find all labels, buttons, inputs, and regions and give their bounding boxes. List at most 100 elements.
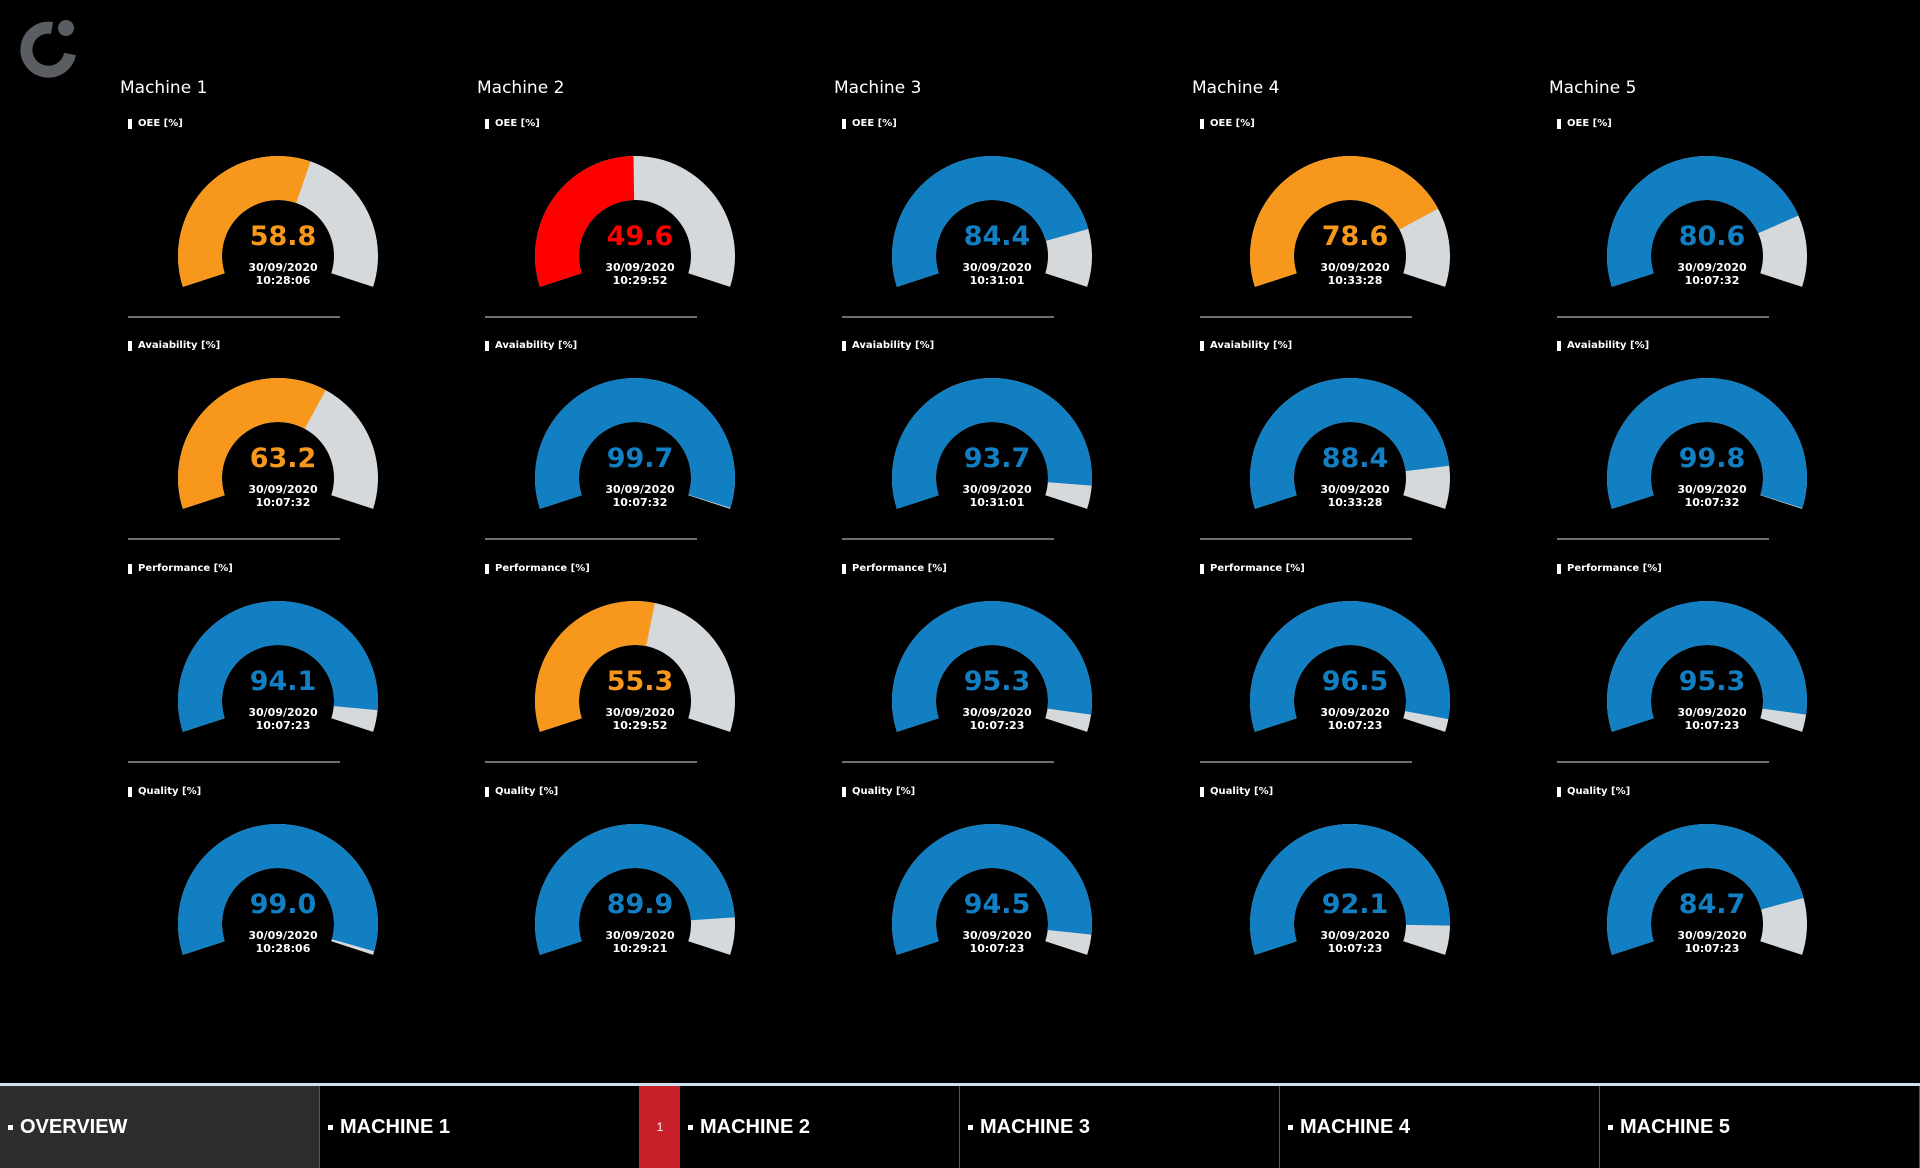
bullet-icon <box>1608 1124 1613 1130</box>
label-marker-icon <box>1200 118 1204 129</box>
kpi-gauge[interactable]: OEE [%] 84.4 30/09/2020 10:31:01 <box>842 118 1142 340</box>
label-marker-icon <box>485 340 489 351</box>
kpi-gauge[interactable]: Performance [%] 96.5 30/09/2020 10:07:23 <box>1200 563 1500 785</box>
kpi-gauge[interactable]: Avaiability [%] 63.2 30/09/2020 10:07:32 <box>128 340 428 562</box>
company-logo-icon <box>20 20 76 78</box>
kpi-gauge[interactable]: Avaiability [%] 99.8 30/09/2020 10:07:32 <box>1557 340 1857 562</box>
gauge-divider <box>128 538 340 540</box>
gauge-value: 49.6 <box>606 221 674 252</box>
alert-count-badge[interactable]: 1 <box>640 1086 680 1168</box>
kpi-gauge[interactable]: OEE [%] 58.8 30/09/2020 10:28:06 <box>128 118 428 340</box>
gauge-chart <box>178 156 378 287</box>
gauge-label: OEE [%] <box>485 118 540 129</box>
gauge-value-arc <box>1250 155 1439 287</box>
nav-tab-overview[interactable]: OVERVIEW <box>0 1086 320 1168</box>
gauge-divider <box>842 761 1054 763</box>
kpi-gauge[interactable]: Avaiability [%] 88.4 30/09/2020 10:33:28 <box>1200 340 1500 562</box>
gauge-value-arc <box>892 601 1092 732</box>
label-marker-icon <box>128 340 132 351</box>
gauge-chart <box>178 824 378 955</box>
bullet-icon <box>968 1124 973 1130</box>
gauge-label-text: Quality [%] <box>138 786 202 797</box>
gauge-value: 99.7 <box>606 443 674 474</box>
gauge-divider <box>1200 316 1412 318</box>
nav-tab-machine-1[interactable]: MACHINE 1 <box>320 1086 640 1168</box>
kpi-gauge[interactable]: Avaiability [%] 93.7 30/09/2020 10:31:01 <box>842 340 1142 562</box>
kpi-gauge[interactable]: Performance [%] 55.3 30/09/2020 10:29:52 <box>485 563 785 785</box>
kpi-gauge[interactable]: OEE [%] 80.6 30/09/2020 10:07:32 <box>1557 118 1857 340</box>
gauge-label-text: OEE [%] <box>495 118 540 129</box>
kpi-gauge[interactable]: Performance [%] 94.1 30/09/2020 10:07:23 <box>128 563 428 785</box>
nav-tab-machine-4[interactable]: MACHINE 4 <box>1280 1086 1600 1168</box>
gauge-date: 30/09/2020 <box>962 261 1032 274</box>
nav-tab-machine-2[interactable]: MACHINE 2 1 <box>640 1086 960 1168</box>
kpi-gauge[interactable]: Performance [%] 95.3 30/09/2020 10:07:23 <box>1557 563 1857 785</box>
gauge-time: 10:31:01 <box>969 496 1025 509</box>
gauge-label-text: Quality [%] <box>852 786 916 797</box>
kpi-gauge[interactable]: Quality [%] 99.0 30/09/2020 10:28:06 <box>128 786 428 1008</box>
gauge-time: 10:31:01 <box>969 274 1025 287</box>
kpi-gauge[interactable]: Quality [%] 94.5 30/09/2020 10:07:23 <box>842 786 1142 1008</box>
gauge-divider <box>1557 316 1769 318</box>
label-marker-icon <box>842 563 846 574</box>
gauge-value-arc <box>1250 377 1450 509</box>
gauge-chart <box>1250 824 1450 955</box>
gauge-chart <box>1607 155 1807 287</box>
gauge-chart <box>535 823 735 955</box>
gauge-value: 94.5 <box>963 889 1031 920</box>
gauge-divider <box>842 316 1054 318</box>
gauge-divider <box>1557 761 1769 763</box>
machine-title: Machine 3 <box>834 78 922 98</box>
gauge-time: 10:07:32 <box>1684 496 1740 509</box>
nav-tab-machine-5[interactable]: MACHINE 5 <box>1600 1086 1920 1168</box>
gauge-label: Avaiability [%] <box>485 340 577 351</box>
gauge-label-text: Performance [%] <box>138 563 233 574</box>
gauge-date: 30/09/2020 <box>1677 706 1747 719</box>
kpi-gauge[interactable]: Performance [%] 95.3 30/09/2020 10:07:23 <box>842 563 1142 785</box>
gauge-value-arc <box>1607 823 1804 955</box>
nav-tab-label: MACHINE 1 <box>340 1115 451 1138</box>
label-marker-icon <box>842 340 846 351</box>
machine-title: Machine 5 <box>1549 78 1637 98</box>
machine-title: Machine 1 <box>120 78 208 98</box>
gauge-time: 10:07:32 <box>612 496 668 509</box>
gauge-date: 30/09/2020 <box>1677 929 1747 942</box>
kpi-gauge[interactable]: Avaiability [%] 99.7 30/09/2020 10:07:32 <box>485 340 785 562</box>
gauge-value: 63.2 <box>249 443 317 474</box>
gauge-value: 95.3 <box>963 666 1031 697</box>
gauge-value-arc <box>892 824 1092 955</box>
bullet-icon <box>8 1124 13 1130</box>
gauge-value: 78.6 <box>1321 221 1389 252</box>
kpi-gauge[interactable]: Quality [%] 84.7 30/09/2020 10:07:23 <box>1557 786 1857 1008</box>
gauge-label-text: Quality [%] <box>1567 786 1631 797</box>
label-marker-icon <box>128 786 132 797</box>
gauge-label-text: Avaiability [%] <box>1210 340 1293 351</box>
gauge-time: 10:28:06 <box>255 274 311 287</box>
nav-tab-label: OVERVIEW <box>20 1115 128 1138</box>
gauge-chart <box>535 601 735 732</box>
gauge-label: Quality [%] <box>128 786 201 797</box>
gauge-label-text: Performance [%] <box>852 563 947 574</box>
gauge-date: 30/09/2020 <box>962 483 1032 496</box>
gauge-chart <box>1250 377 1450 509</box>
kpi-gauge[interactable]: OEE [%] 49.6 30/09/2020 10:29:52 <box>485 118 785 340</box>
gauge-label-text: Performance [%] <box>495 563 590 574</box>
gauge-chart <box>1607 601 1807 732</box>
gauge-date: 30/09/2020 <box>248 483 318 496</box>
kpi-gauge[interactable]: OEE [%] 78.6 30/09/2020 10:33:28 <box>1200 118 1500 340</box>
gauge-divider <box>128 316 340 318</box>
gauge-value: 96.5 <box>1321 666 1389 697</box>
gauge-value-arc <box>1607 601 1807 732</box>
gauge-label: Avaiability [%] <box>128 340 220 351</box>
gauge-chart <box>892 824 1092 955</box>
nav-tab-machine-3[interactable]: MACHINE 3 <box>960 1086 1280 1168</box>
kpi-gauge[interactable]: Quality [%] 92.1 30/09/2020 10:07:23 <box>1200 786 1500 1008</box>
gauge-label-text: Avaiability [%] <box>852 340 935 351</box>
gauge-label: Avaiability [%] <box>1557 340 1649 351</box>
kpi-gauge[interactable]: Quality [%] 89.9 30/09/2020 10:29:21 <box>485 786 785 1008</box>
gauge-divider <box>128 761 340 763</box>
label-marker-icon <box>485 786 489 797</box>
gauge-label: OEE [%] <box>1557 118 1612 129</box>
gauge-chart <box>178 601 378 732</box>
bullet-icon <box>688 1124 693 1130</box>
